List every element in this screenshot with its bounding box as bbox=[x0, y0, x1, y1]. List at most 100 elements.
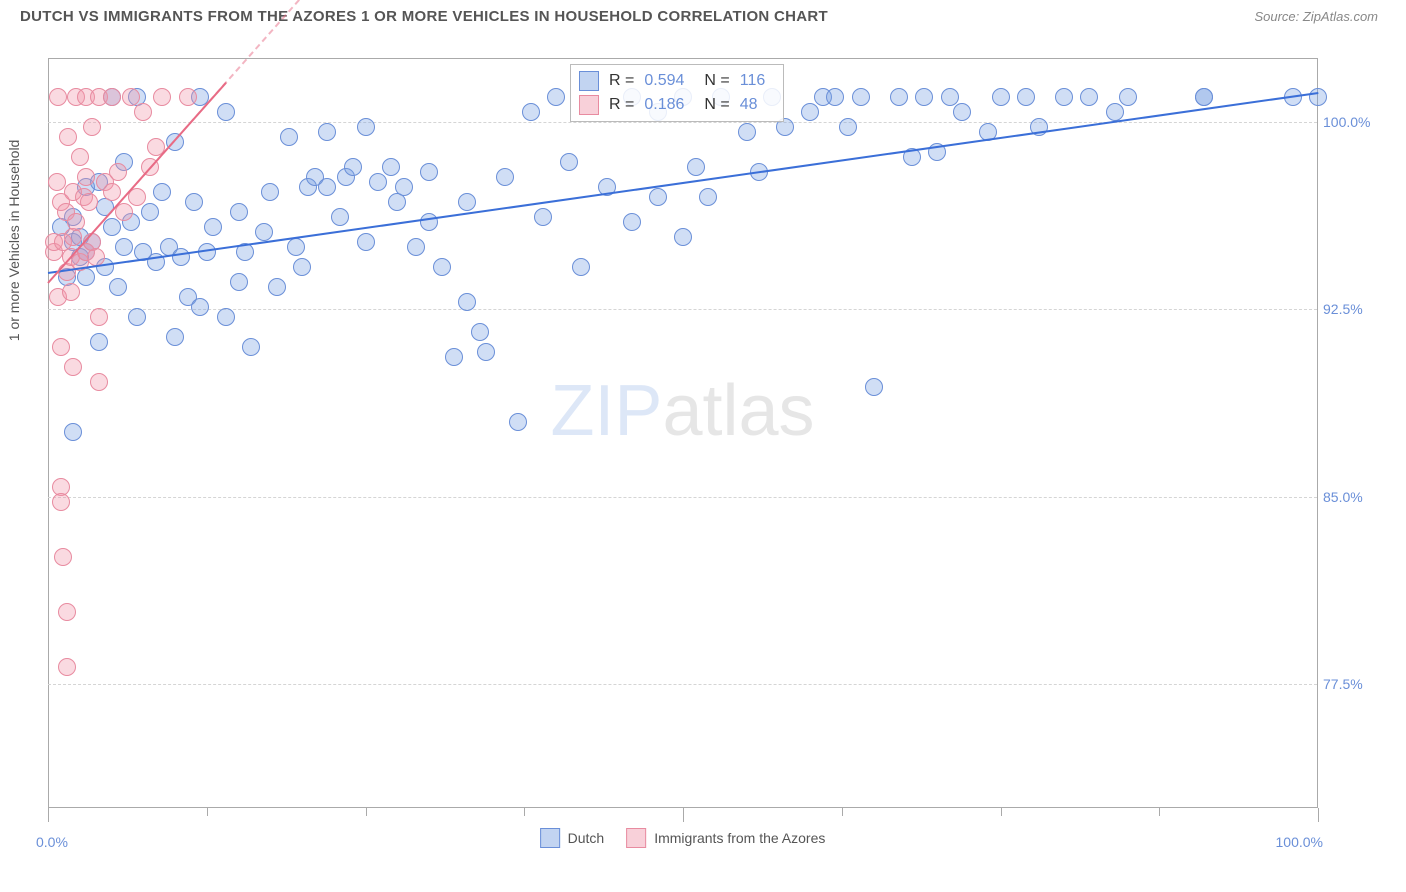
scatter-point-pink bbox=[62, 283, 80, 301]
x-tick-minor bbox=[842, 808, 843, 816]
scatter-point-blue bbox=[407, 238, 425, 256]
scatter-point-blue bbox=[534, 208, 552, 226]
scatter-point-blue bbox=[1017, 88, 1035, 106]
scatter-point-blue bbox=[826, 88, 844, 106]
x-axis-min-label: 0.0% bbox=[36, 834, 68, 850]
scatter-point-blue bbox=[217, 308, 235, 326]
scatter-point-blue bbox=[458, 193, 476, 211]
scatter-point-blue bbox=[1119, 88, 1137, 106]
scatter-point-pink bbox=[103, 183, 121, 201]
x-tick-major bbox=[683, 808, 684, 822]
scatter-point-blue bbox=[382, 158, 400, 176]
scatter-point-pink bbox=[122, 88, 140, 106]
scatter-point-blue bbox=[560, 153, 578, 171]
scatter-point-pink bbox=[80, 193, 98, 211]
scatter-point-blue bbox=[109, 278, 127, 296]
swatch-pink bbox=[579, 95, 599, 115]
scatter-point-blue bbox=[191, 298, 209, 316]
scatter-point-blue bbox=[890, 88, 908, 106]
scatter-point-blue bbox=[1309, 88, 1327, 106]
scatter-point-blue bbox=[509, 413, 527, 431]
chart-title: DUTCH VS IMMIGRANTS FROM THE AZORES 1 OR… bbox=[20, 8, 828, 25]
stat-n-label: N = bbox=[704, 93, 729, 117]
stat-r-value: 0.186 bbox=[644, 93, 684, 117]
x-tick-minor bbox=[366, 808, 367, 816]
scatter-point-blue bbox=[318, 178, 336, 196]
scatter-point-pink bbox=[59, 128, 77, 146]
scatter-point-blue bbox=[992, 88, 1010, 106]
scatter-point-pink bbox=[83, 118, 101, 136]
scatter-point-blue bbox=[572, 258, 590, 276]
scatter-point-pink bbox=[48, 173, 66, 191]
x-tick-major bbox=[48, 808, 49, 822]
swatch-pink bbox=[626, 828, 646, 848]
scatter-point-blue bbox=[1080, 88, 1098, 106]
y-tick-label: 85.0% bbox=[1323, 489, 1379, 505]
scatter-point-blue bbox=[268, 278, 286, 296]
scatter-point-blue bbox=[420, 163, 438, 181]
scatter-point-blue bbox=[255, 223, 273, 241]
scatter-point-blue bbox=[674, 228, 692, 246]
stat-r-label: R = bbox=[609, 93, 634, 117]
scatter-point-blue bbox=[242, 338, 260, 356]
scatter-point-blue bbox=[103, 218, 121, 236]
scatter-point-blue bbox=[153, 183, 171, 201]
x-tick-minor bbox=[524, 808, 525, 816]
scatter-point-pink bbox=[153, 88, 171, 106]
scatter-point-blue bbox=[1106, 103, 1124, 121]
scatter-point-blue bbox=[230, 273, 248, 291]
stats-row: R =0.594N =116 bbox=[579, 69, 765, 93]
scatter-point-blue bbox=[204, 218, 222, 236]
scatter-point-blue bbox=[941, 88, 959, 106]
scatter-point-blue bbox=[649, 188, 667, 206]
scatter-point-pink bbox=[58, 658, 76, 676]
scatter-point-blue bbox=[287, 238, 305, 256]
legend-label: Immigrants from the Azores bbox=[654, 830, 825, 846]
scatter-point-blue bbox=[357, 118, 375, 136]
scatter-point-blue bbox=[477, 343, 495, 361]
y-tick-label: 100.0% bbox=[1323, 114, 1379, 130]
stat-n-value: 48 bbox=[740, 93, 758, 117]
scatter-point-blue bbox=[318, 123, 336, 141]
legend-item: Immigrants from the Azores bbox=[626, 828, 825, 848]
stat-n-label: N = bbox=[704, 69, 729, 93]
scatter-point-blue bbox=[1195, 88, 1213, 106]
stats-legend: R =0.594N =116R =0.186N =48 bbox=[570, 64, 784, 122]
scatter-point-blue bbox=[344, 158, 362, 176]
swatch-blue bbox=[579, 71, 599, 91]
scatter-point-blue bbox=[699, 188, 717, 206]
scatter-point-blue bbox=[522, 103, 540, 121]
scatter-point-blue bbox=[90, 333, 108, 351]
scatter-point-blue bbox=[369, 173, 387, 191]
scatter-point-blue bbox=[261, 183, 279, 201]
scatter-point-blue bbox=[433, 258, 451, 276]
scatter-point-blue bbox=[547, 88, 565, 106]
scatter-point-pink bbox=[52, 338, 70, 356]
scatter-point-blue bbox=[801, 103, 819, 121]
scatter-point-blue bbox=[458, 293, 476, 311]
scatter-point-blue bbox=[839, 118, 857, 136]
scatter-point-blue bbox=[953, 103, 971, 121]
x-tick-minor bbox=[207, 808, 208, 816]
stat-r-value: 0.594 bbox=[644, 69, 684, 93]
scatter-point-blue bbox=[496, 168, 514, 186]
scatter-point-blue bbox=[915, 88, 933, 106]
stats-row: R = 0.186 N = 48 bbox=[579, 93, 765, 117]
scatter-point-blue bbox=[852, 88, 870, 106]
chart-area: 1 or more Vehicles in Household 100.0%92… bbox=[48, 58, 1318, 808]
x-axis-max-label: 100.0% bbox=[1276, 834, 1323, 850]
scatter-point-pink bbox=[54, 548, 72, 566]
scatter-point-blue bbox=[865, 378, 883, 396]
scatter-point-blue bbox=[445, 348, 463, 366]
scatter-point-pink bbox=[58, 603, 76, 621]
x-tick-minor bbox=[1001, 808, 1002, 816]
scatter-point-pink bbox=[71, 148, 89, 166]
legend-label: Dutch bbox=[568, 830, 605, 846]
scatter-point-blue bbox=[141, 203, 159, 221]
scatter-point-pink bbox=[67, 213, 85, 231]
scatter-point-blue bbox=[738, 123, 756, 141]
legend-item: Dutch bbox=[540, 828, 605, 848]
scatter-point-blue bbox=[331, 208, 349, 226]
y-tick-label: 77.5% bbox=[1323, 676, 1379, 692]
scatter-point-pink bbox=[90, 308, 108, 326]
